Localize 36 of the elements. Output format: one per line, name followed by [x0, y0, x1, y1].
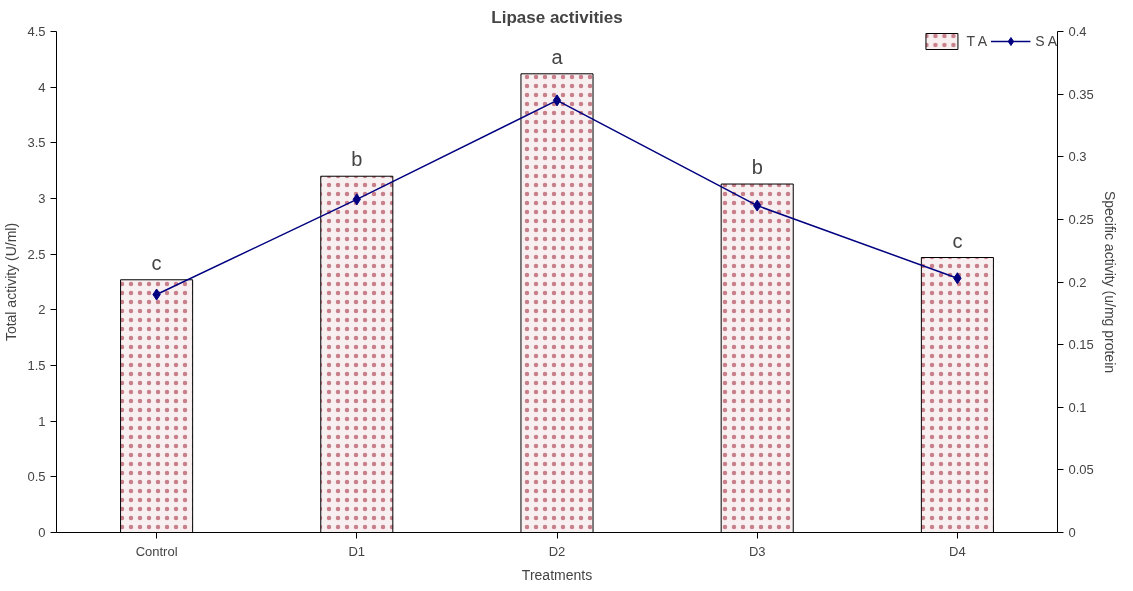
annotation: a [551, 45, 564, 68]
y2-tick-label: 0.2 [1068, 274, 1087, 290]
y2-tick-label: 0.35 [1068, 86, 1094, 102]
y-tick-label: 0 [38, 525, 46, 540]
y2-tick-label: 0.05 [1068, 462, 1094, 478]
annotation: b [751, 156, 763, 179]
chart-title: Lipase activities [491, 7, 623, 27]
y2-tick-label: 0.15 [1068, 337, 1094, 353]
annotation: b [351, 148, 363, 171]
legend-label: S A [1035, 33, 1057, 49]
y-tick-label: 3.5 [27, 135, 46, 151]
y2-tick-label: 0.3 [1068, 149, 1087, 165]
y-tick-label: 1.5 [27, 358, 46, 373]
x-axis-title: Treatments [521, 566, 593, 583]
y-tick-label: 1 [38, 413, 46, 429]
y2-tick-label: 0 [1068, 525, 1076, 540]
y-tick-label: 2 [38, 302, 46, 318]
y2-tick-label: 0.1 [1068, 399, 1087, 415]
y-tick-label: 3 [38, 191, 46, 206]
annotation: c [952, 229, 963, 252]
x-tick-label: D2 [548, 543, 566, 559]
y-tick-label: 4 [38, 79, 46, 95]
x-tick-label: D4 [949, 543, 966, 559]
x-tick-label: D1 [348, 543, 366, 559]
legend-label: T A [966, 33, 988, 49]
y2-tick-label: 0.4 [1068, 24, 1087, 39]
y-tick-label: 4.5 [27, 24, 46, 39]
y-axis-title: Total activity (U/ml) [3, 222, 20, 342]
x-tick-label: Control [135, 543, 178, 559]
point [552, 94, 562, 107]
y2-tick-label: 0.25 [1068, 211, 1094, 227]
x-tick-label: D3 [748, 543, 766, 559]
y-tick-label: 0.5 [27, 469, 46, 485]
y2-axis-title: Specific activity (u/mg protein [1101, 190, 1118, 374]
y-tick-label: 2.5 [27, 246, 46, 262]
annotation: c [151, 251, 162, 274]
